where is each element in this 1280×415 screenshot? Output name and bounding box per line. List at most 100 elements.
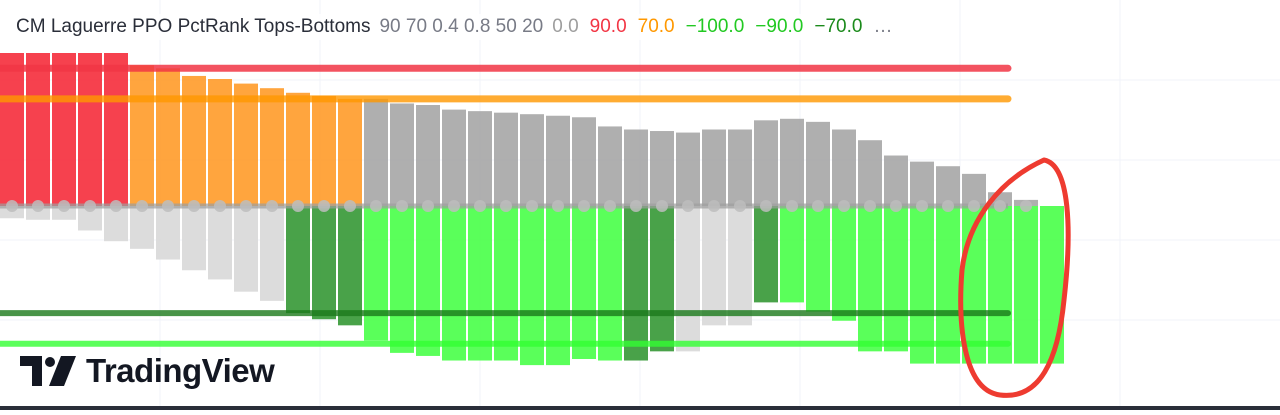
upper-bar bbox=[806, 121, 830, 206]
upper-bar bbox=[676, 132, 700, 206]
lower-bar bbox=[234, 206, 258, 292]
upper-bar bbox=[286, 92, 310, 206]
lower-bar bbox=[728, 206, 752, 326]
lower-bar bbox=[130, 206, 154, 249]
zero-line-marker bbox=[604, 200, 616, 212]
upper-bar bbox=[26, 53, 50, 206]
lower-bar bbox=[494, 206, 518, 361]
lower-bar bbox=[442, 206, 466, 361]
zero-line-marker bbox=[968, 200, 980, 212]
lower-bar bbox=[416, 206, 440, 356]
legend-value-lower-70: −70.0 bbox=[814, 16, 863, 37]
zero-line-marker bbox=[162, 200, 174, 212]
zero-line-marker bbox=[942, 200, 954, 212]
upper-bar bbox=[546, 115, 570, 206]
upper-bar bbox=[910, 161, 934, 206]
indicator-legend: CM Laguerre PPO PctRank Tops-Bottoms 90 … bbox=[16, 14, 902, 40]
upper-bar bbox=[338, 98, 362, 206]
lower-bar bbox=[624, 206, 648, 361]
upper-bar bbox=[234, 83, 258, 206]
lower-bar bbox=[520, 206, 544, 366]
lower-bar bbox=[0, 206, 24, 219]
zero-line-marker bbox=[786, 200, 798, 212]
zero-line-marker bbox=[292, 200, 304, 212]
zero-line-marker bbox=[84, 200, 96, 212]
zero-line-marker bbox=[916, 200, 928, 212]
lower-bar bbox=[208, 206, 232, 280]
zero-line-marker bbox=[240, 200, 252, 212]
lower-bar bbox=[936, 206, 960, 364]
zero-line-marker bbox=[266, 200, 278, 212]
indicator-params: 90 70 0.4 0.8 50 20 bbox=[379, 16, 544, 37]
upper-bar bbox=[260, 88, 284, 206]
zero-line-marker bbox=[136, 200, 148, 212]
lower-bar bbox=[650, 206, 674, 352]
lower-bar bbox=[260, 206, 284, 301]
zero-line-marker bbox=[682, 200, 694, 212]
zero-line-marker bbox=[552, 200, 564, 212]
lower-bar bbox=[780, 206, 804, 303]
lower-bar bbox=[1040, 206, 1064, 364]
lower-bar bbox=[858, 206, 882, 352]
lower-bar bbox=[312, 206, 336, 320]
upper-bar bbox=[104, 53, 128, 206]
lower-bar bbox=[338, 206, 362, 326]
lower-bar bbox=[676, 206, 700, 352]
upper-bar bbox=[442, 109, 466, 206]
tradingview-logo-text: TradingView bbox=[86, 352, 275, 389]
zero-line-marker bbox=[370, 200, 382, 212]
zero-line-marker bbox=[110, 200, 122, 212]
lower-bar bbox=[754, 206, 778, 303]
indicator-title: CM Laguerre PPO PctRank Tops-Bottoms bbox=[16, 16, 371, 37]
tradingview-logo-icon bbox=[20, 356, 76, 386]
upper-bar bbox=[468, 111, 492, 206]
legend-value-upper-70: 70.0 bbox=[637, 16, 675, 37]
upper-bar bbox=[702, 129, 726, 206]
zero-line-marker bbox=[422, 200, 434, 212]
lower-bar bbox=[572, 206, 596, 359]
legend-value-lower-90: −90.0 bbox=[755, 16, 804, 37]
zero-line-marker bbox=[526, 200, 538, 212]
upper-bar bbox=[390, 103, 414, 206]
lower-bar bbox=[468, 206, 492, 361]
zero-line-marker bbox=[188, 200, 200, 212]
lower-bar bbox=[832, 206, 856, 321]
upper-bar bbox=[312, 95, 336, 206]
lower-bar bbox=[286, 206, 310, 314]
upper-bar bbox=[624, 129, 648, 206]
zero-line-marker bbox=[32, 200, 44, 212]
lower-bar bbox=[598, 206, 622, 361]
pane-bottom-border bbox=[0, 406, 1280, 410]
upper-bar bbox=[780, 118, 804, 206]
zero-line-marker bbox=[448, 200, 460, 212]
lower-bar bbox=[546, 206, 570, 366]
zero-line-marker bbox=[214, 200, 226, 212]
lower-bar bbox=[910, 206, 934, 364]
upper-bar bbox=[364, 98, 388, 206]
upper-bar bbox=[416, 105, 440, 206]
legend-value-upper-90: 90.0 bbox=[589, 16, 627, 37]
zero-line-marker bbox=[760, 200, 772, 212]
lower-bar bbox=[364, 206, 388, 341]
upper-bar bbox=[728, 129, 752, 206]
zero-line-marker bbox=[838, 200, 850, 212]
legend-more-button[interactable]: … bbox=[873, 16, 893, 37]
zero-line-marker bbox=[708, 200, 720, 212]
upper-bar bbox=[520, 114, 544, 206]
upper-bar bbox=[858, 140, 882, 206]
zero-line-marker bbox=[58, 200, 70, 212]
zero-line-marker bbox=[1020, 200, 1032, 212]
upper-bar bbox=[598, 126, 622, 206]
zero-line-marker bbox=[890, 200, 902, 212]
legend-value-zero: 0.0 bbox=[552, 16, 579, 37]
lower-bar bbox=[988, 206, 1012, 364]
hand-drawn-annotation-circle bbox=[958, 157, 1071, 398]
zero-line-marker bbox=[344, 200, 356, 212]
lower-bar bbox=[182, 206, 206, 271]
lower-bar bbox=[702, 206, 726, 326]
zero-line-marker bbox=[630, 200, 642, 212]
upper-bar bbox=[572, 117, 596, 206]
zero-line-marker bbox=[864, 200, 876, 212]
zero-line-marker bbox=[396, 200, 408, 212]
